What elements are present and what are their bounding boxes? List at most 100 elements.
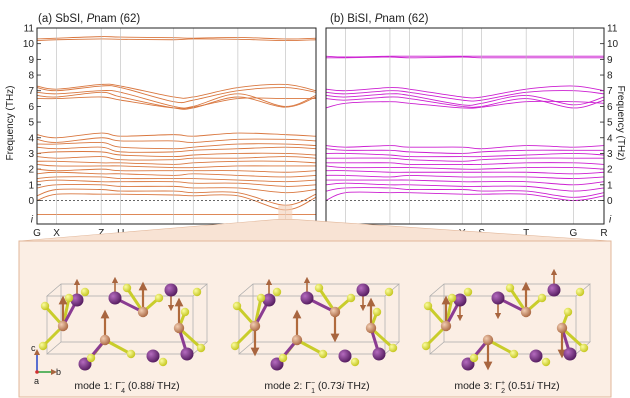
mode-2-label: mode 2: Γ− 1 (0.73i THz): [264, 380, 369, 395]
sulfur-atom: [318, 349, 328, 359]
sulfur-atom: [579, 343, 589, 353]
panel-a-kpoint-lines: [56, 28, 286, 224]
y-tick-label: 11: [24, 24, 35, 35]
sulfur-atom: [122, 283, 132, 293]
y-tick-label: 8: [28, 71, 34, 82]
imaginary-label: i: [31, 214, 34, 225]
phonon-band: [36, 193, 317, 211]
phonon-band: [36, 151, 317, 158]
phonon-band: [36, 38, 317, 41]
crystal-structure: [421, 268, 591, 371]
sulfur-atom: [272, 287, 282, 297]
sulfur-atom: [447, 293, 457, 303]
panel-a-title: (a) SbSI, Pnam (62): [38, 13, 140, 25]
axis-triad: c b a: [31, 343, 61, 386]
phonon-band: [325, 96, 605, 109]
sulfur-atom: [230, 341, 240, 351]
y-tick-label: 8: [607, 71, 613, 82]
y-tick-label: 7: [28, 86, 34, 97]
sulfur-atom: [469, 353, 479, 363]
sulfur-atom: [80, 287, 90, 297]
crystal-structure: [230, 276, 400, 371]
atoms: [38, 283, 206, 371]
y-tick-label: 6: [28, 102, 34, 113]
sulfur-atom: [38, 341, 48, 351]
y-tick-label: 1: [28, 180, 34, 191]
y-tick-label: 4: [28, 133, 34, 144]
antimony-atom: [556, 322, 568, 334]
mode-3-label: mode 3: Γ+ 2 (0.51i THz): [454, 380, 559, 395]
iodine-atom: [453, 293, 467, 307]
kpoint-label: G: [570, 228, 578, 239]
phonon-band: [36, 132, 317, 139]
y-tick-label: 9: [607, 55, 613, 66]
y-tick-label: 0: [607, 196, 613, 207]
antimony-atom: [57, 320, 69, 332]
y-tick-label: 0: [28, 196, 34, 207]
phonon-band: [325, 165, 605, 170]
panel-a: (a) SbSI, Pnam (62) Frequency (THz) 0 1 2 3…: [5, 13, 320, 239]
axis-c-label: c: [31, 343, 36, 353]
y-tick-label: 10: [23, 39, 35, 50]
sulfur-atom: [40, 301, 50, 311]
iodine-atom: [356, 283, 370, 297]
sulfur-atom: [86, 353, 96, 363]
phonon-band: [325, 148, 604, 154]
iodine-atom: [164, 283, 178, 297]
sulfur-atom: [126, 349, 136, 359]
iodine-atom: [300, 291, 314, 305]
kpoint-label: R: [600, 228, 607, 239]
kpoint-label: T: [523, 228, 529, 239]
iodine-atom: [491, 291, 505, 305]
antimony-atom: [173, 322, 185, 334]
crystal-structures: [38, 268, 591, 371]
phonon-band: [325, 170, 605, 175]
sulfur-atom: [563, 307, 573, 317]
crystal-structure: [38, 276, 208, 371]
atoms: [421, 283, 589, 371]
mode-panel-background: [18, 240, 612, 398]
antimony-atom: [249, 320, 261, 332]
panel-b-ylabel: Frequency (THz): [615, 85, 626, 160]
panel-a-ylabel: Frequency (THz): [5, 85, 16, 160]
antimony-atom: [520, 306, 532, 318]
sulfur-atom: [346, 293, 356, 303]
sulfur-atom: [158, 357, 168, 367]
antimony-atom: [365, 322, 377, 334]
antimony-atom: [99, 334, 111, 346]
phonon-band: [325, 93, 605, 106]
antimony-atom: [291, 334, 303, 346]
sulfur-atom: [537, 293, 547, 303]
phonon-band: [36, 163, 316, 169]
y-tick-label: 1: [607, 180, 613, 191]
panel-b-kpoint-lines: [345, 28, 574, 224]
panel-a-gamma-highlight: [278, 205, 293, 220]
panel-b-y-ticks: 0 1 2 3 4 5 6 7 8 9 10 11 i: [600, 24, 619, 225]
imaginary-label: i: [609, 214, 612, 225]
y-tick-label: 9: [28, 55, 34, 66]
phonon-band: [36, 160, 317, 165]
iodine-atom: [338, 349, 352, 363]
phonon-band: [325, 162, 605, 165]
antimony-atom: [440, 320, 452, 332]
y-tick-label: 3: [28, 149, 34, 160]
iodine-atom: [108, 291, 122, 305]
sulfur-atom: [314, 283, 324, 293]
panel-b-bands: [325, 55, 605, 201]
sulfur-atom: [372, 307, 382, 317]
iodine-atom: [529, 349, 543, 363]
sulfur-atom: [232, 301, 242, 311]
iodine-atom: [262, 293, 276, 307]
iodine-atom: [563, 347, 577, 361]
sulfur-atom: [180, 307, 190, 317]
iodine-atom: [180, 347, 194, 361]
sulfur-atom: [192, 287, 202, 297]
sulfur-atom: [575, 287, 585, 297]
phonon-band: [36, 137, 317, 143]
sulfur-atom: [350, 357, 360, 367]
phonon-band: [325, 174, 605, 179]
panel-b-title: (b) BiSI, Pnam (62): [330, 13, 429, 25]
atoms: [230, 283, 398, 371]
iodine-atom: [547, 283, 561, 297]
